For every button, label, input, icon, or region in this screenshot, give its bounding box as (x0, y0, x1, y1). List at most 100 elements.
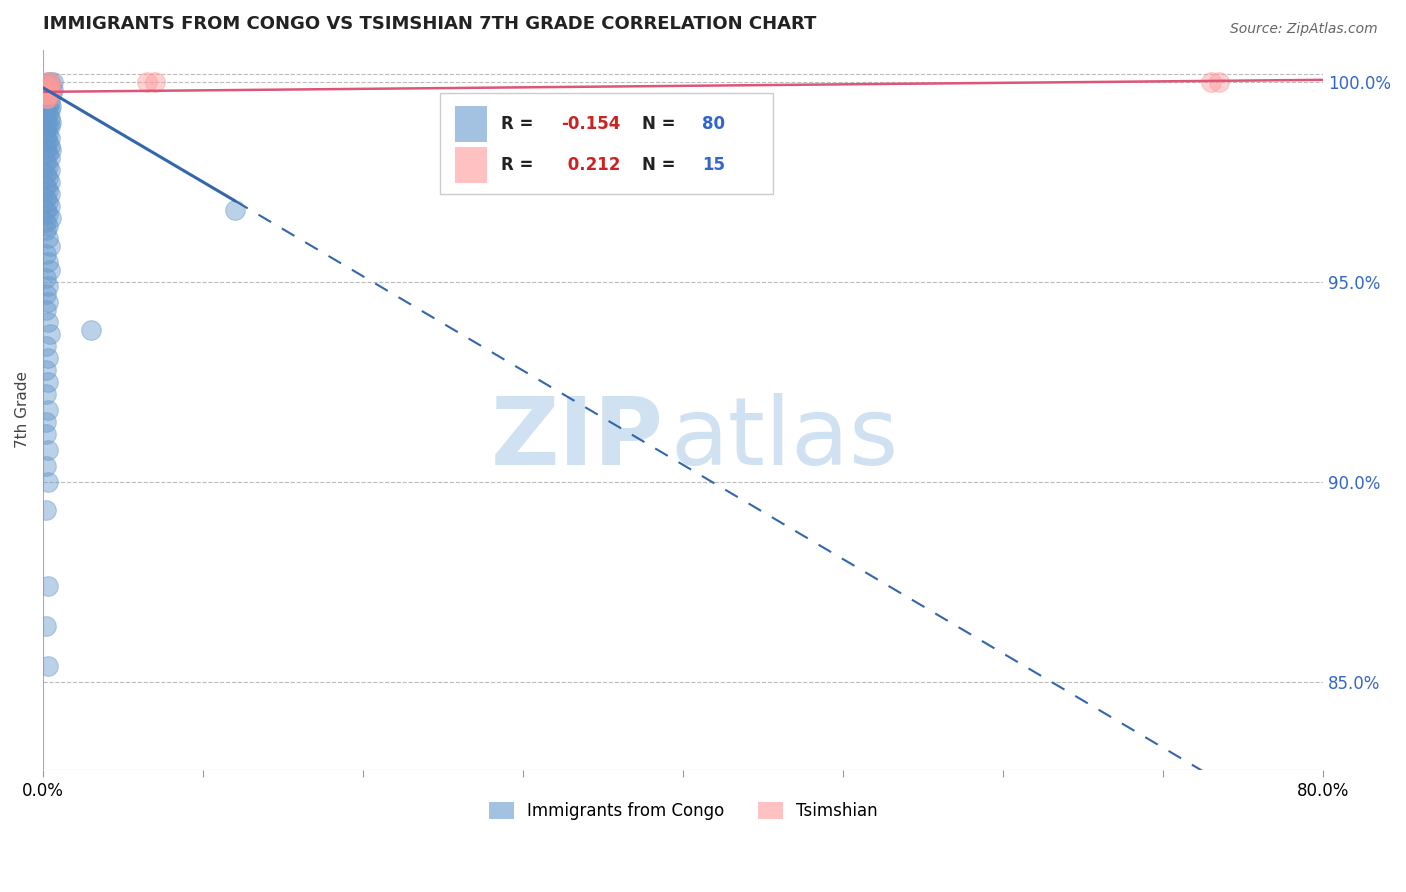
Point (37, 75, 59, 89)
Point (136, 75, 159, 89)
Point (37, 659, 59, 673)
Point (38, 186, 60, 201)
Point (35, 215, 58, 229)
Point (35, 91, 58, 105)
Text: ZIP: ZIP (491, 392, 664, 484)
Point (37, 127, 59, 141)
Point (38, 175, 60, 189)
Point (39, 99, 62, 113)
Point (35, 167, 58, 181)
Text: IMMIGRANTS FROM CONGO VS TSIMSHIAN 7TH GRADE CORRELATION CHART: IMMIGRANTS FROM CONGO VS TSIMSHIAN 7TH G… (44, 15, 817, 33)
Text: 80: 80 (703, 115, 725, 133)
Point (35, 202, 58, 217)
Point (37, 279, 59, 293)
Point (37, 442, 59, 457)
Point (38, 162, 60, 177)
Point (38, 139, 60, 153)
Point (35, 87, 58, 101)
Point (37, 231, 59, 245)
Point (35, 115, 58, 129)
Point (35, 143, 58, 157)
Point (37, 194, 59, 209)
Point (38, 263, 60, 277)
Point (37, 351, 59, 365)
Point (38, 95, 60, 109)
Point (37, 135, 59, 149)
Point (38, 75, 60, 89)
FancyBboxPatch shape (456, 106, 488, 142)
Point (42, 75, 65, 89)
Point (39, 143, 62, 157)
Point (37, 87, 59, 101)
Point (37, 170, 59, 185)
Text: atlas: atlas (671, 392, 898, 484)
Point (38, 199, 60, 213)
Text: 0.212: 0.212 (561, 156, 620, 174)
Text: Source: ZipAtlas.com: Source: ZipAtlas.com (1230, 22, 1378, 37)
Y-axis label: 7th Grade: 7th Grade (15, 371, 30, 449)
Point (35, 191, 58, 205)
Point (35, 286, 58, 301)
Point (38, 75, 60, 89)
Point (37, 91, 59, 105)
Point (35, 123, 58, 137)
Point (35, 223, 58, 237)
Point (37, 294, 59, 309)
Text: 15: 15 (703, 156, 725, 174)
Point (35, 458, 58, 473)
Point (37, 255, 59, 269)
Point (37, 75, 59, 89)
Point (35, 178, 58, 193)
Point (37, 403, 59, 417)
Point (80, 323, 103, 337)
Point (35, 363, 58, 377)
Point (38, 103, 60, 117)
Point (37, 315, 59, 329)
Point (38, 83, 60, 97)
Point (35, 503, 58, 517)
Point (37, 219, 59, 233)
Point (38, 119, 60, 133)
Point (37, 91, 59, 105)
Text: N =: N = (643, 115, 682, 133)
Point (37, 159, 59, 173)
Point (35, 247, 58, 261)
Point (37, 183, 59, 197)
Point (39, 87, 62, 101)
Point (1199, 75, 1222, 89)
Point (35, 426, 58, 441)
Point (35, 131, 58, 145)
Point (143, 75, 166, 89)
Point (37, 83, 59, 97)
Point (35, 339, 58, 353)
Point (37, 579, 59, 593)
Point (37, 107, 59, 121)
Point (1208, 75, 1230, 89)
Point (38, 111, 60, 125)
Point (37, 87, 59, 101)
Text: N =: N = (643, 156, 682, 174)
Point (38, 326, 60, 341)
Point (38, 87, 60, 101)
Text: R =: R = (502, 156, 540, 174)
Point (35, 78, 58, 93)
Point (38, 239, 60, 253)
Point (35, 415, 58, 429)
Point (35, 78, 58, 93)
Point (37, 99, 59, 113)
FancyBboxPatch shape (440, 93, 773, 194)
Legend: Immigrants from Congo, Tsimshian: Immigrants from Congo, Tsimshian (482, 795, 884, 827)
Point (35, 95, 58, 109)
Point (35, 103, 58, 117)
Point (37, 146, 59, 161)
Point (35, 387, 58, 401)
Point (35, 619, 58, 633)
Text: -0.154: -0.154 (561, 115, 621, 133)
Point (39, 78, 62, 93)
Point (35, 154, 58, 169)
Point (37, 119, 59, 133)
Point (38, 83, 60, 97)
Point (38, 151, 60, 165)
Point (39, 78, 62, 93)
Point (37, 207, 59, 221)
